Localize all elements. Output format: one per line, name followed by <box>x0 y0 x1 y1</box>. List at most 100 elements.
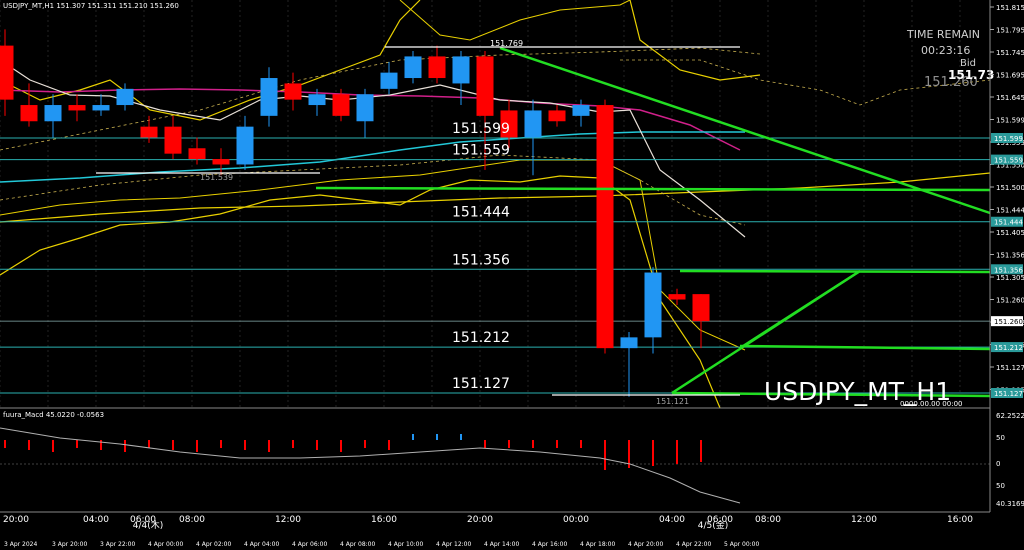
candle-body <box>332 94 350 116</box>
time-label: 16:00 <box>371 515 397 525</box>
time-label-bottom: 3 Apr 2024 <box>4 541 37 548</box>
time-label: 00:00 <box>563 515 589 525</box>
level-label: 151.212 <box>452 330 510 346</box>
macd-signal-line <box>0 427 741 504</box>
horizontal-levels <box>0 137 990 394</box>
date-label: 4/4(木) <box>133 519 164 531</box>
price-annotations: 151.769 151.539 151.121 <box>200 39 689 406</box>
price-tick-label: 151.127 <box>996 364 1024 372</box>
price-badge <box>991 154 1023 165</box>
time-axis-dates: 4/4(木) 4/5(金) <box>133 519 729 531</box>
candle-body <box>548 110 566 122</box>
time-label-bottom: 4 Apr 02:00 <box>196 541 231 548</box>
date-label: 4/5(金) <box>698 519 729 531</box>
time-label: 04:00 <box>83 515 109 525</box>
candle-body <box>476 56 494 116</box>
candle-body <box>260 78 278 116</box>
candle-body <box>596 105 614 349</box>
price-tick-label: 151.695 <box>996 72 1024 80</box>
candlesticks <box>0 29 710 397</box>
candle-body <box>212 159 230 165</box>
annotation-bottom-low: 151.121 <box>656 397 689 406</box>
time-label-bottom: 4 Apr 20:00 <box>628 541 663 548</box>
price-tick-label: 151.795 <box>996 27 1024 35</box>
price-tick-label: 151.444 <box>996 207 1024 215</box>
time-label-bottom: 4 Apr 08:00 <box>340 541 375 548</box>
candle-body <box>380 72 398 89</box>
price-tick-label: 151.645 <box>996 94 1024 102</box>
watermark-symbol: USDJPY_MT_H1 <box>764 377 951 406</box>
time-label: 08:00 <box>179 515 205 525</box>
rising-trendline-2[interactable] <box>739 269 861 350</box>
time-label: 20:00 <box>467 515 493 525</box>
candle-body <box>308 94 326 106</box>
price-tick-label: 151.500 <box>996 184 1024 192</box>
candle-body <box>0 45 14 100</box>
time-label-bottom: 3 Apr 22:00 <box>100 541 135 548</box>
time-remain-value: 00:23:16 <box>921 44 970 57</box>
time-label: 08:00 <box>755 515 781 525</box>
candle-body <box>140 126 158 138</box>
level-labels: 151.599 151.559 151.444 151.356 151.212 151.1… <box>452 121 510 392</box>
annotation-low-left: 151.539 <box>200 173 233 182</box>
macd-scale-label: 0 <box>996 460 1000 468</box>
level-label: 151.127 <box>452 376 510 392</box>
time-label-bottom: 4 Apr 12:00 <box>436 541 471 548</box>
time-label: 12:00 <box>275 515 301 525</box>
candle-body <box>68 105 86 111</box>
price-tick-label: 151.305 <box>996 274 1024 282</box>
candle-body <box>428 56 446 79</box>
candle-body <box>44 105 62 122</box>
macd-scale-label: 62.2522 <box>996 412 1024 420</box>
price-tick-label: 151.599 <box>996 117 1024 125</box>
bid-price-back: 151.260 <box>924 75 978 90</box>
macd-scale-label: 50 <box>996 434 1005 442</box>
price-badge-label: 151.127 <box>994 390 1023 398</box>
time-label: 06:00 <box>130 515 156 525</box>
time-label: 06:00 <box>707 515 733 525</box>
symbol-info: USDJPY_MT,H1 151.307 151.311 151.210 151… <box>3 2 179 10</box>
price-tick-label: 151.550 <box>996 162 1024 170</box>
resistance-line-151-356[interactable] <box>679 269 991 274</box>
candle-body <box>500 110 518 138</box>
current-price-badge <box>991 316 1023 327</box>
candle-body <box>164 126 182 154</box>
time-remain-label: TIME REMAIN <box>906 28 980 41</box>
candle-body <box>668 294 686 300</box>
trendlines[interactable] <box>315 46 991 398</box>
time-label-bottom: 4 Apr 16:00 <box>532 541 567 548</box>
annotation-high: 151.769 <box>490 39 523 48</box>
time-label-bottom: 4 Apr 04:00 <box>244 541 279 548</box>
price-badge-label: 151.444 <box>994 219 1023 227</box>
time-axis-bottom: 3 Apr 2024 3 Apr 20:00 3 Apr 22:00 4 Apr 00… <box>4 541 759 548</box>
price-badge-label: 151.212 <box>994 344 1023 352</box>
descending-trendline[interactable] <box>499 46 991 215</box>
support-line-151-212[interactable] <box>739 344 991 351</box>
price-tick-label: 151.260 <box>996 297 1024 305</box>
macd-scale-label: 40.3169 <box>996 500 1024 508</box>
macd-scale: 62.2522 50 0 50 40.3169 <box>996 412 1024 508</box>
main-price-panel[interactable]: 151.769 151.539 151.121 151.599151.55915… <box>0 0 991 409</box>
time-label: 20:00 <box>3 515 29 525</box>
macd-panel[interactable]: fuura_Macd 45.0220 -0.0563 <box>0 411 990 504</box>
dashed-band-line <box>0 47 991 151</box>
price-tick-label: 151.815 <box>996 4 1024 12</box>
candle-body <box>644 272 662 338</box>
candle-body <box>284 83 302 100</box>
price-badge-label: 151.599 <box>994 135 1023 143</box>
high-low-marker-lines <box>96 46 740 396</box>
price-badge <box>991 388 1023 398</box>
price-badge <box>991 133 1023 143</box>
support-line-151-127[interactable] <box>671 391 991 398</box>
price-badge <box>991 342 1023 353</box>
price-badge-label: 151.356 <box>994 266 1023 274</box>
candle-body <box>692 294 710 322</box>
time-label: 04:00 <box>659 515 685 525</box>
trend-band-line <box>0 172 991 223</box>
time-label-bottom: 4 Apr 18:00 <box>580 541 615 548</box>
price-badge-label: 151.559 <box>994 157 1023 165</box>
lower-band-line <box>0 175 721 409</box>
support-level-line-151-500[interactable] <box>315 186 991 192</box>
